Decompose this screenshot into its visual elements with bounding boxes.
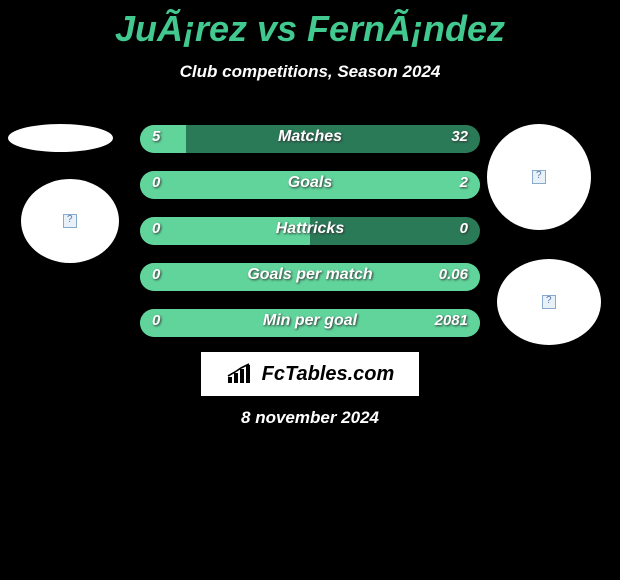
stat-label: Goals [140,174,480,192]
stat-row: 0Hattricks0 [140,217,480,245]
stat-label: Goals per match [140,266,480,284]
player-left-avatar [21,179,119,263]
stat-value-right: 2081 [435,312,468,329]
date-line: 8 november 2024 [0,408,620,428]
brand-box: FcTables.com [201,352,419,396]
stat-label: Hattricks [140,220,480,238]
player-right-avatar-bottom [497,259,601,345]
image-placeholder-icon [63,214,77,228]
player-right-avatar-top [487,124,591,230]
stat-value-right: 0 [460,220,468,237]
page-subtitle: Club competitions, Season 2024 [0,62,620,82]
stat-label: Matches [140,128,480,146]
image-placeholder-icon [542,295,556,309]
brand-chart-icon [226,363,256,385]
stat-row: 0Min per goal2081 [140,309,480,337]
stat-value-right: 2 [460,174,468,191]
stat-label: Min per goal [140,312,480,330]
stat-row: 0Goals2 [140,171,480,199]
page-title: JuÃ¡rez vs FernÃ¡ndez [0,0,620,50]
stat-value-right: 0.06 [439,266,468,283]
image-placeholder-icon [532,170,546,184]
brand-text: FcTables.com [262,363,395,386]
comparison-chart: 5Matches320Goals20Hattricks00Goals per m… [140,125,480,355]
left-ellipse-decor [8,124,113,152]
stat-row: 5Matches32 [140,125,480,153]
stat-row: 0Goals per match0.06 [140,263,480,291]
stat-value-right: 32 [451,128,468,145]
